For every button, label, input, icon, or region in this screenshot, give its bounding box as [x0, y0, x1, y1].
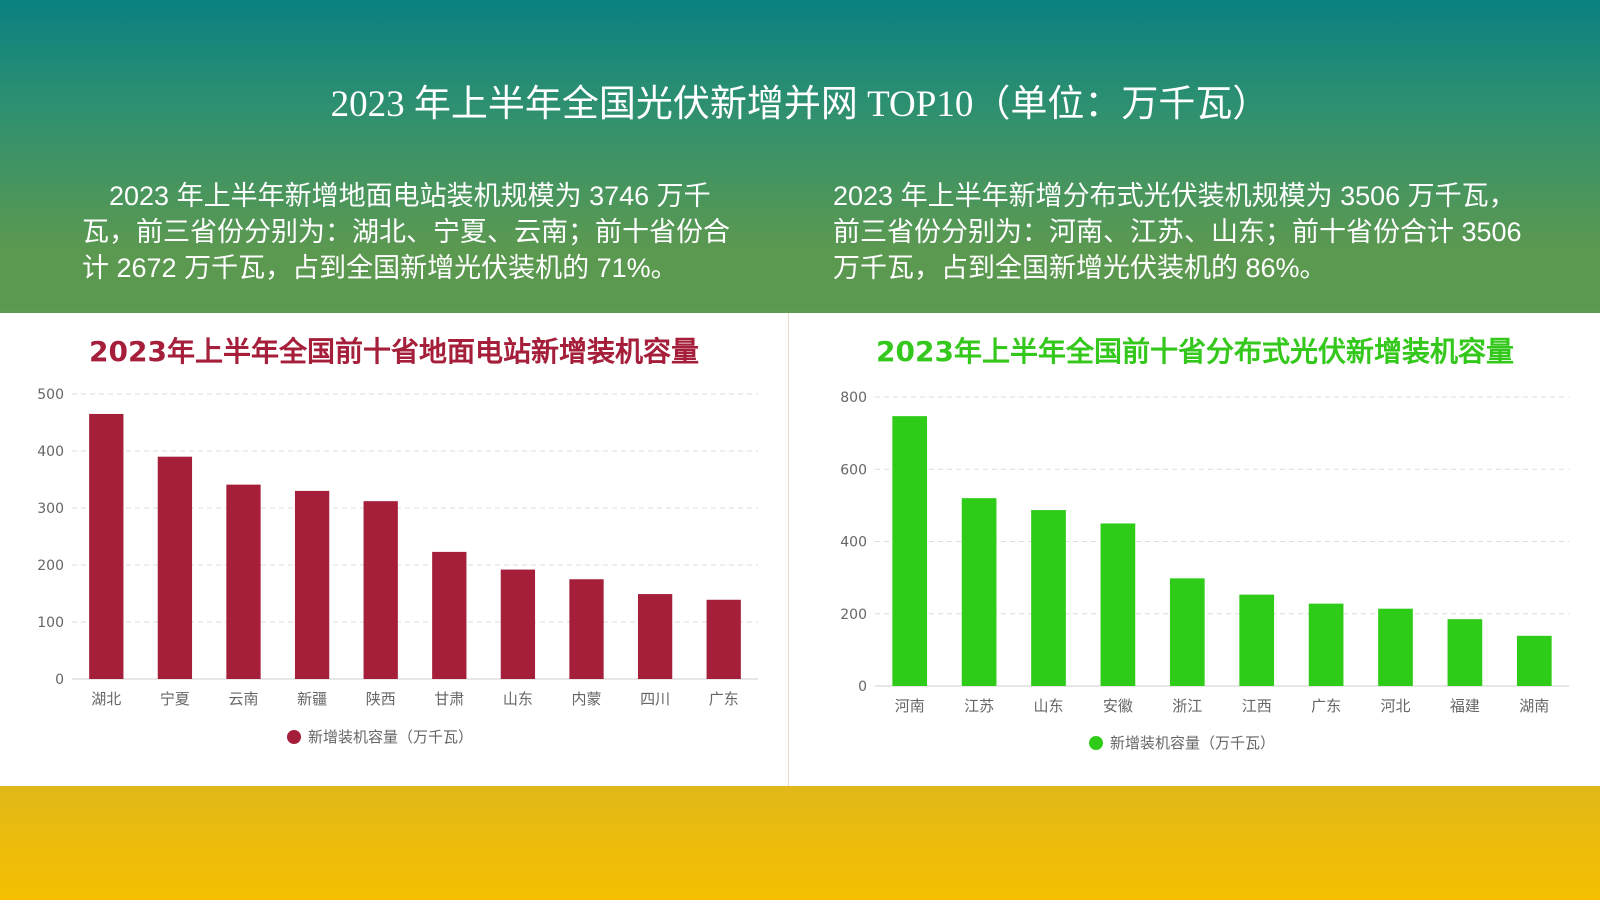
y-tick-label: 0	[858, 679, 867, 695]
bar-陕西	[363, 501, 398, 679]
x-tick-label: 河南	[895, 697, 925, 715]
bar-江西	[1239, 594, 1275, 686]
footer-band	[0, 786, 1600, 900]
panel-divider	[788, 313, 789, 786]
page-title: 2023 年上半年全国光伏新增并网 TOP10（单位：万千瓦）	[330, 84, 1270, 125]
legend-label: 新增装机容量（万千瓦）	[308, 728, 473, 746]
x-tick-label: 山东	[503, 690, 533, 708]
chart-title: 2023年上半年全国前十省分布式光伏新增装机容量	[876, 335, 1514, 368]
x-tick-label: 宁夏	[160, 690, 190, 708]
y-tick-label: 100	[37, 615, 64, 631]
description-ground-station: 2023 年上半年新增地面电站装机规模为 3746 万千瓦，前三省份分别为：湖北…	[82, 181, 730, 283]
x-tick-label: 安徽	[1103, 697, 1133, 715]
description-distributed-pv: 2023 年上半年新增分布式光伏装机规模为 3506 万千瓦，前三省份分别为：河…	[833, 181, 1522, 283]
chart-panel-ground-station: 2023年上半年全国前十省地面电站新增装机容量 0 100 200 300 400 500 湖…	[0, 313, 788, 786]
y-tick-label: 400	[840, 535, 867, 551]
bar-内蒙	[569, 579, 604, 679]
bar-安徽	[1100, 523, 1136, 686]
legend-marker	[287, 730, 301, 744]
bar-江苏	[961, 498, 997, 686]
y-tick-label: 300	[37, 501, 64, 517]
x-tick-label: 四川	[640, 690, 670, 708]
bar-广东	[1308, 603, 1344, 686]
legend-marker	[1089, 736, 1103, 750]
chart-ground-station: 2023年上半年全国前十省地面电站新增装机容量 0 100 200 300 400 500 湖…	[37, 335, 758, 746]
x-tick-label: 江西	[1242, 697, 1272, 715]
x-tick-label: 内蒙	[571, 690, 601, 708]
x-tick-label: 山东	[1033, 697, 1063, 715]
x-tick-label: 广东	[1311, 697, 1341, 715]
bar-河南	[892, 416, 928, 686]
bar-湖南	[1516, 635, 1552, 686]
chart-title: 2023年上半年全国前十省地面电站新增装机容量	[89, 335, 699, 368]
x-tick-label: 江苏	[964, 697, 994, 715]
bar-河北	[1378, 608, 1413, 686]
bar-福建	[1447, 619, 1483, 686]
legend-label: 新增装机容量（万千瓦）	[1110, 734, 1275, 752]
y-tick-label: 400	[37, 444, 64, 460]
bar-山东	[500, 569, 536, 679]
x-tick-label: 浙江	[1172, 697, 1202, 715]
bar-广东	[706, 599, 741, 679]
y-tick-label: 0	[55, 672, 64, 688]
x-tick-label: 新疆	[297, 690, 327, 708]
x-tick-label: 湖北	[91, 690, 121, 708]
bar-湖北	[89, 413, 124, 679]
bar-云南	[226, 484, 261, 679]
x-tick-label: 广东	[709, 690, 739, 708]
x-tick-label: 湖南	[1519, 697, 1549, 715]
chart-distributed-pv: 2023年上半年全国前十省分布式光伏新增装机容量 0 200 400 600 800 河南 江…	[840, 335, 1569, 752]
x-tick-label: 福建	[1450, 697, 1480, 715]
y-tick-label: 800	[840, 390, 867, 406]
bar-四川	[637, 594, 673, 679]
bar-新疆	[294, 490, 330, 679]
bar-甘肃	[432, 551, 467, 679]
y-tick-label: 600	[840, 462, 867, 478]
bar-宁夏	[157, 456, 193, 679]
bar-浙江	[1169, 578, 1205, 686]
chart-panel-distributed-pv: 2023年上半年全国前十省分布式光伏新增装机容量 0 200 400 600 800 河南 江…	[789, 313, 1600, 786]
y-tick-label: 500	[37, 387, 64, 403]
x-tick-label: 甘肃	[434, 690, 464, 708]
bar-山东	[1031, 510, 1066, 686]
x-tick-label: 云南	[228, 690, 258, 708]
y-tick-label: 200	[37, 558, 64, 574]
y-tick-label: 200	[840, 607, 867, 623]
x-tick-label: 河北	[1380, 697, 1410, 715]
x-tick-label: 陕西	[366, 690, 396, 708]
